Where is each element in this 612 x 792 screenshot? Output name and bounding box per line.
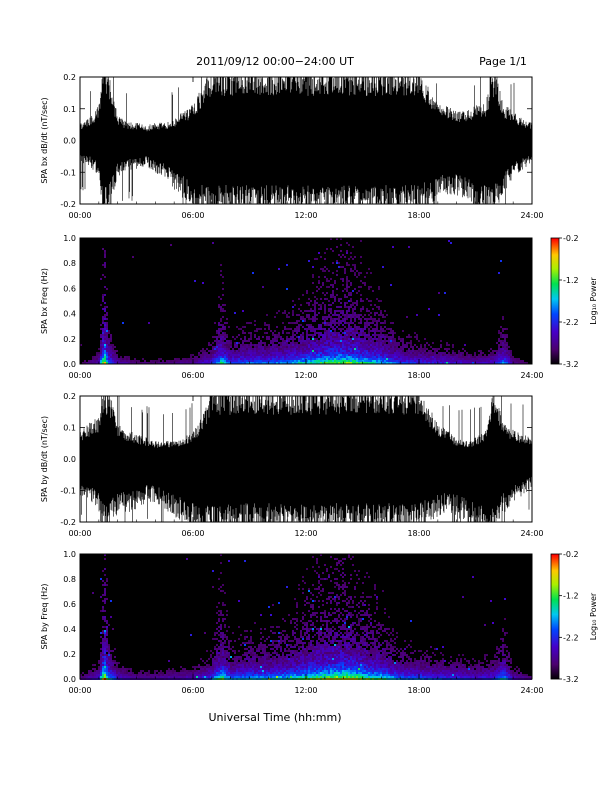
x-axis-title: Universal Time (hh:mm)	[209, 711, 342, 724]
y-tick-label: 0.0	[63, 137, 76, 146]
x-tick-label: 00:00	[68, 211, 91, 220]
y-tick-label: 0.2	[63, 650, 76, 659]
y-tick-label: 0.0	[63, 455, 76, 464]
x-tick-label: 00:00	[68, 371, 91, 380]
panel-1: 00:00 06:00 12:00 18:00 24:00 0.2 0.1 0.0 -0.1 -0…	[40, 73, 544, 220]
figure-title: 2011/09/12 00:00−24:00 UT	[196, 55, 354, 68]
x-tick-label: 18:00	[407, 211, 430, 220]
x-tick-label: 24:00	[520, 529, 543, 538]
x-tick-label: 12:00	[294, 371, 317, 380]
colorbar-tick-label: -2.2	[563, 633, 579, 642]
x-tick-label: 24:00	[520, 211, 543, 220]
y-tick-label: 0.0	[63, 675, 76, 684]
colorbar-label: Log₁₀ Power	[589, 592, 598, 640]
y-tick-label: -0.1	[60, 487, 76, 496]
y-tick-label: -0.2	[60, 200, 76, 209]
spectrogram-cells	[80, 554, 532, 680]
x-tick-label: 18:00	[407, 686, 430, 695]
spectrogram-cells	[80, 238, 528, 364]
colorbar-tick-label: -1.2	[563, 276, 579, 285]
page-number: Page 1/1	[479, 55, 527, 68]
colorbar-tick-label: -1.2	[563, 592, 579, 601]
x-tick-label: 00:00	[68, 686, 91, 695]
y-axis-label: SPA bx Freq (Hz)	[40, 268, 49, 334]
y-tick-label: 0.4	[63, 310, 76, 319]
y-tick-label: 0.0	[63, 360, 76, 369]
y-tick-label: 0.2	[63, 335, 76, 344]
colorbar-tick-label: -2.2	[563, 318, 579, 327]
y-axis-label: SPA by Freq (Hz)	[40, 584, 49, 650]
x-tick-label: 18:00	[407, 529, 430, 538]
y-tick-label: 0.6	[63, 284, 76, 293]
y-tick-label: 0.2	[63, 392, 76, 401]
y-tick-label: -0.1	[60, 168, 76, 177]
y-tick-label: 0.1	[63, 424, 76, 433]
colorbar-label: Log₁₀ Power	[589, 277, 598, 325]
y-tick-label: 0.8	[63, 259, 76, 268]
colorbar: -0.2 -1.2 -2.2 -3.2 Log₁₀ Power	[550, 550, 598, 684]
panels: 00:00 06:00 12:00 18:00 24:00 0.2 0.1 0.0 -0.1 -0…	[40, 73, 598, 695]
y-axis-label: SPA bx dB/dt (nT/sec)	[40, 97, 49, 183]
x-tick-label: 12:00	[294, 529, 317, 538]
y-tick-label: 1.0	[63, 234, 76, 243]
colorbar-tick-label: -3.2	[563, 360, 579, 369]
colorbar-tick-label: -0.2	[563, 550, 579, 559]
x-tick-label: 00:00	[68, 529, 91, 538]
x-tick-label: 18:00	[407, 371, 430, 380]
y-axis-label: SPA by dB/dt (nT/sec)	[40, 416, 49, 502]
x-tick-label: 06:00	[181, 686, 204, 695]
x-tick-label: 24:00	[520, 686, 543, 695]
colorbar-tick-label: -0.2	[563, 234, 579, 243]
y-tick-label: 0.1	[63, 105, 76, 114]
x-tick-label: 24:00	[520, 371, 543, 380]
colorbar-tick-label: -3.2	[563, 675, 579, 684]
y-tick-label: 0.4	[63, 625, 76, 634]
y-tick-label: 0.2	[63, 73, 76, 82]
y-tick-label: 0.8	[63, 575, 76, 584]
x-tick-label: 06:00	[181, 529, 204, 538]
colorbar: -0.2 -1.2 -2.2 -3.2 Log₁₀ Power	[550, 234, 598, 369]
x-tick-label: 06:00	[181, 371, 204, 380]
x-tick-label: 12:00	[294, 211, 317, 220]
x-tick-label: 12:00	[294, 686, 317, 695]
y-tick-label: 0.6	[63, 600, 76, 609]
panel-4: -0.2 -1.2 -2.2 -3.2 Log₁₀ Power 00:00 06:00 12:…	[40, 550, 598, 695]
y-tick-label: 1.0	[63, 550, 76, 559]
y-tick-label: -0.2	[60, 518, 76, 527]
panel-3: 00:00 06:00 12:00 18:00 24:00 0.2 0.1 0.0 -0.1 -0…	[40, 392, 544, 538]
x-tick-label: 06:00	[181, 211, 204, 220]
panel-2: -0.2 -1.2 -2.2 -3.2 Log₁₀ Power 00:00 06:00 12:…	[40, 234, 598, 380]
